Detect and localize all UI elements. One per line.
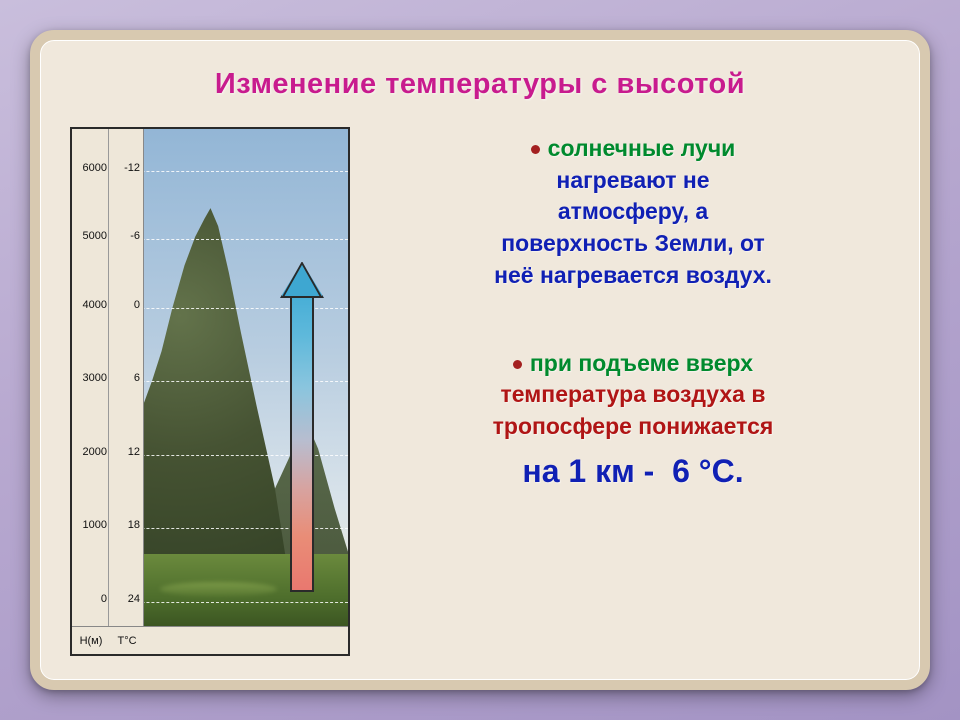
p1-l2: нагревают не — [556, 167, 709, 193]
slide-frame: Изменение температуры с высотой — [30, 30, 930, 690]
scale-row: 6000 -12 — [72, 162, 144, 180]
p2-l3: тропосфере понижается — [493, 413, 774, 439]
chart-panel: 6000 -12 5000 -6 4000 0 3000 6 2000 12 — [70, 127, 350, 656]
p1-lead: солнечные лучи — [548, 135, 736, 161]
scale-row: 1000 18 — [72, 519, 144, 537]
scale-row: 0 24 — [72, 593, 144, 611]
temp-label: 24 — [110, 593, 144, 611]
temp-label: 6 — [110, 372, 144, 390]
temp-label: -12 — [110, 162, 144, 180]
height-label: 1000 — [72, 519, 110, 537]
rule-a: на 1 км - — [522, 453, 663, 489]
height-label: 4000 — [72, 299, 110, 317]
axis-t-label: Т°С — [110, 635, 144, 647]
scale-row: 4000 0 — [72, 299, 144, 317]
paragraph-1: солнечные лучи нагревают не атмосферу, а… — [376, 133, 890, 292]
height-label: 0 — [72, 593, 110, 611]
text-panel: солнечные лучи нагревают не атмосферу, а… — [376, 127, 890, 656]
p1-l4: поверхность Земли, от — [501, 230, 765, 256]
scale-row: 3000 6 — [72, 372, 144, 390]
rule-line: на 1 км - 6 °С. — [376, 449, 890, 493]
scale-row: 5000 -6 — [72, 230, 144, 248]
scale-column — [72, 129, 144, 654]
axis-labels: Н(м) Т°С — [72, 626, 348, 654]
p2-l2: температура воздуха в — [501, 381, 766, 407]
p1-l3: атмосферу, а — [558, 198, 708, 224]
axis-h-label: Н(м) — [72, 635, 110, 647]
temp-label: 0 — [110, 299, 144, 317]
rule-b: 6 °С. — [672, 453, 743, 489]
bullet-icon — [513, 360, 522, 369]
arrow-body — [290, 292, 314, 592]
slide-title: Изменение температуры с высотой — [70, 68, 890, 101]
temp-label: 12 — [110, 446, 144, 464]
p1-l5: неё нагревается воздух. — [494, 262, 772, 288]
altitude-temperature-chart: 6000 -12 5000 -6 4000 0 3000 6 2000 12 — [70, 127, 350, 656]
paragraph-2: при подъеме вверх температура воздуха в … — [376, 348, 890, 443]
height-label: 3000 — [72, 372, 110, 390]
height-label: 2000 — [72, 446, 110, 464]
p2-lead: при подъеме вверх — [530, 350, 753, 376]
temp-label: -6 — [110, 230, 144, 248]
bullet-icon — [531, 145, 540, 154]
scale-row: 2000 12 — [72, 446, 144, 464]
content-row: 6000 -12 5000 -6 4000 0 3000 6 2000 12 — [70, 127, 890, 656]
height-label: 6000 — [72, 162, 110, 180]
temp-label: 18 — [110, 519, 144, 537]
temperature-arrow — [282, 262, 322, 592]
height-label: 5000 — [72, 230, 110, 248]
arrow-head-outline — [282, 262, 322, 298]
